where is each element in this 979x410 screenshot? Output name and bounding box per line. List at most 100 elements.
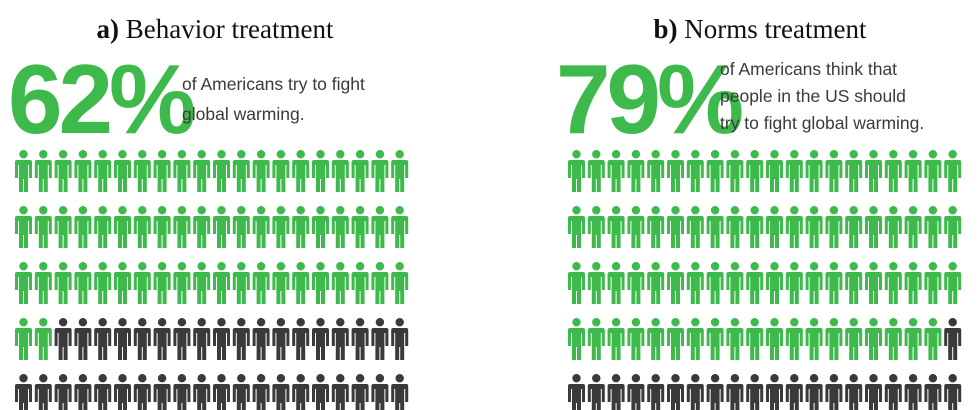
panel-title: b) Norms treatment bbox=[654, 14, 867, 44]
person-icon bbox=[173, 374, 191, 410]
person-icon bbox=[884, 150, 902, 192]
person-icon bbox=[607, 318, 625, 360]
person-icon bbox=[924, 318, 942, 360]
person-icon bbox=[884, 374, 902, 410]
person-icon bbox=[34, 374, 52, 410]
person-icon bbox=[667, 150, 684, 192]
person-icon bbox=[351, 150, 369, 192]
person-icon bbox=[667, 374, 684, 410]
person-icon bbox=[213, 262, 230, 304]
person-icon bbox=[54, 150, 72, 192]
person-icon bbox=[587, 374, 605, 410]
person-icon bbox=[133, 262, 151, 304]
person-icon bbox=[766, 374, 783, 410]
person-icon bbox=[706, 150, 724, 192]
person-icon bbox=[54, 374, 72, 410]
person-icon bbox=[726, 318, 744, 360]
caption-line: global warming. bbox=[182, 104, 305, 124]
person-icon bbox=[153, 150, 171, 192]
person-icon bbox=[667, 206, 684, 248]
person-icon bbox=[272, 206, 290, 248]
person-icon bbox=[825, 262, 843, 304]
person-icon bbox=[272, 150, 290, 192]
person-icon bbox=[232, 318, 250, 360]
person-icon bbox=[34, 318, 52, 360]
person-icon bbox=[153, 206, 171, 248]
person-icon bbox=[726, 374, 744, 410]
person-icon bbox=[391, 262, 409, 304]
panel-label: a) bbox=[97, 14, 120, 44]
person-icon bbox=[607, 262, 625, 304]
person-icon bbox=[667, 318, 684, 360]
person-icon bbox=[351, 374, 369, 410]
person-icon bbox=[331, 374, 349, 410]
person-icon bbox=[252, 318, 270, 360]
person-icon bbox=[785, 206, 803, 248]
caption-line: people in the US should bbox=[720, 86, 906, 106]
person-icon bbox=[627, 318, 645, 360]
person-icon bbox=[391, 206, 409, 248]
person-icon bbox=[94, 374, 112, 410]
person-icon bbox=[133, 318, 151, 360]
person-icon bbox=[272, 262, 290, 304]
person-icon bbox=[944, 262, 962, 304]
person-icon bbox=[94, 318, 112, 360]
person-icon bbox=[252, 374, 270, 410]
person-icon bbox=[193, 318, 211, 360]
person-icon bbox=[391, 150, 409, 192]
person-icon bbox=[845, 318, 863, 360]
person-icon bbox=[568, 262, 585, 304]
percent-label: 79% bbox=[556, 44, 742, 154]
person-icon bbox=[647, 318, 665, 360]
person-icon bbox=[607, 150, 625, 192]
person-icon bbox=[114, 206, 131, 248]
person-icon bbox=[568, 318, 585, 360]
person-icon bbox=[133, 150, 151, 192]
person-icon bbox=[371, 206, 389, 248]
person-icon bbox=[587, 262, 605, 304]
person-icon bbox=[587, 150, 605, 192]
person-icon bbox=[351, 318, 369, 360]
person-icon bbox=[114, 318, 131, 360]
person-icon bbox=[153, 318, 171, 360]
person-icon bbox=[312, 262, 329, 304]
person-icon bbox=[766, 262, 783, 304]
person-icon bbox=[845, 374, 863, 410]
person-icon bbox=[232, 374, 250, 410]
person-icon bbox=[54, 318, 72, 360]
person-icon bbox=[904, 150, 922, 192]
person-icon bbox=[292, 206, 310, 248]
person-icon bbox=[766, 150, 783, 192]
person-icon bbox=[15, 206, 32, 248]
person-icon bbox=[944, 150, 962, 192]
person-icon bbox=[15, 262, 32, 304]
person-icon bbox=[351, 206, 369, 248]
person-icon bbox=[845, 206, 863, 248]
person-icon bbox=[686, 150, 704, 192]
caption-line: of Americans try to fight bbox=[182, 74, 365, 94]
person-icon bbox=[331, 150, 349, 192]
person-icon bbox=[74, 262, 92, 304]
person-icon bbox=[312, 206, 329, 248]
person-icon bbox=[746, 206, 764, 248]
person-icon bbox=[133, 206, 151, 248]
person-icon bbox=[766, 318, 783, 360]
person-icon bbox=[292, 374, 310, 410]
panel-title-text: Behavior treatment bbox=[126, 14, 334, 44]
panel-label: b) bbox=[654, 14, 678, 44]
person-icon bbox=[944, 318, 962, 360]
person-icon bbox=[371, 150, 389, 192]
filled-icons bbox=[568, 150, 962, 360]
person-icon bbox=[193, 262, 211, 304]
person-icon bbox=[351, 262, 369, 304]
person-icon bbox=[312, 318, 329, 360]
person-icon bbox=[34, 150, 52, 192]
person-icon bbox=[94, 206, 112, 248]
person-icon bbox=[805, 318, 823, 360]
person-icon bbox=[173, 150, 191, 192]
person-icon bbox=[667, 262, 684, 304]
person-icon bbox=[686, 262, 704, 304]
person-icon bbox=[627, 206, 645, 248]
person-icon bbox=[568, 374, 585, 410]
